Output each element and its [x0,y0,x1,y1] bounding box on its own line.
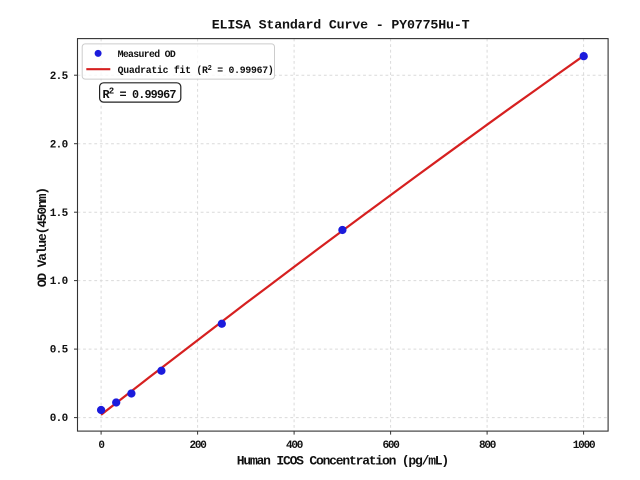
svg-text:400: 400 [286,440,303,452]
svg-text:200: 200 [189,440,206,452]
svg-text:ELISA Standard Curve - PY0775H: ELISA Standard Curve - PY0775Hu-T [212,17,470,32]
svg-text:0.0: 0.0 [50,413,68,425]
svg-text:Human ICOS Concentration (pg/m: Human ICOS Concentration (pg/mL) [237,454,448,469]
svg-text:R2 = 0.99967: R2 = 0.99967 [103,87,177,103]
svg-text:2.5: 2.5 [50,71,69,83]
svg-text:1.5: 1.5 [50,208,69,220]
svg-text:1000: 1000 [573,440,595,452]
svg-text:1.0: 1.0 [50,276,68,288]
svg-text:Measured OD: Measured OD [118,49,176,60]
svg-text:Quadratic fit (R2 = 0.99967): Quadratic fit (R2 = 0.99967) [118,65,274,76]
svg-text:2.0: 2.0 [50,139,68,151]
svg-text:0.5: 0.5 [50,345,69,357]
svg-text:600: 600 [382,440,399,452]
svg-text:0: 0 [98,440,104,452]
svg-text:800: 800 [479,440,496,452]
svg-text:OD Value(450nm): OD Value(450nm) [35,188,50,287]
